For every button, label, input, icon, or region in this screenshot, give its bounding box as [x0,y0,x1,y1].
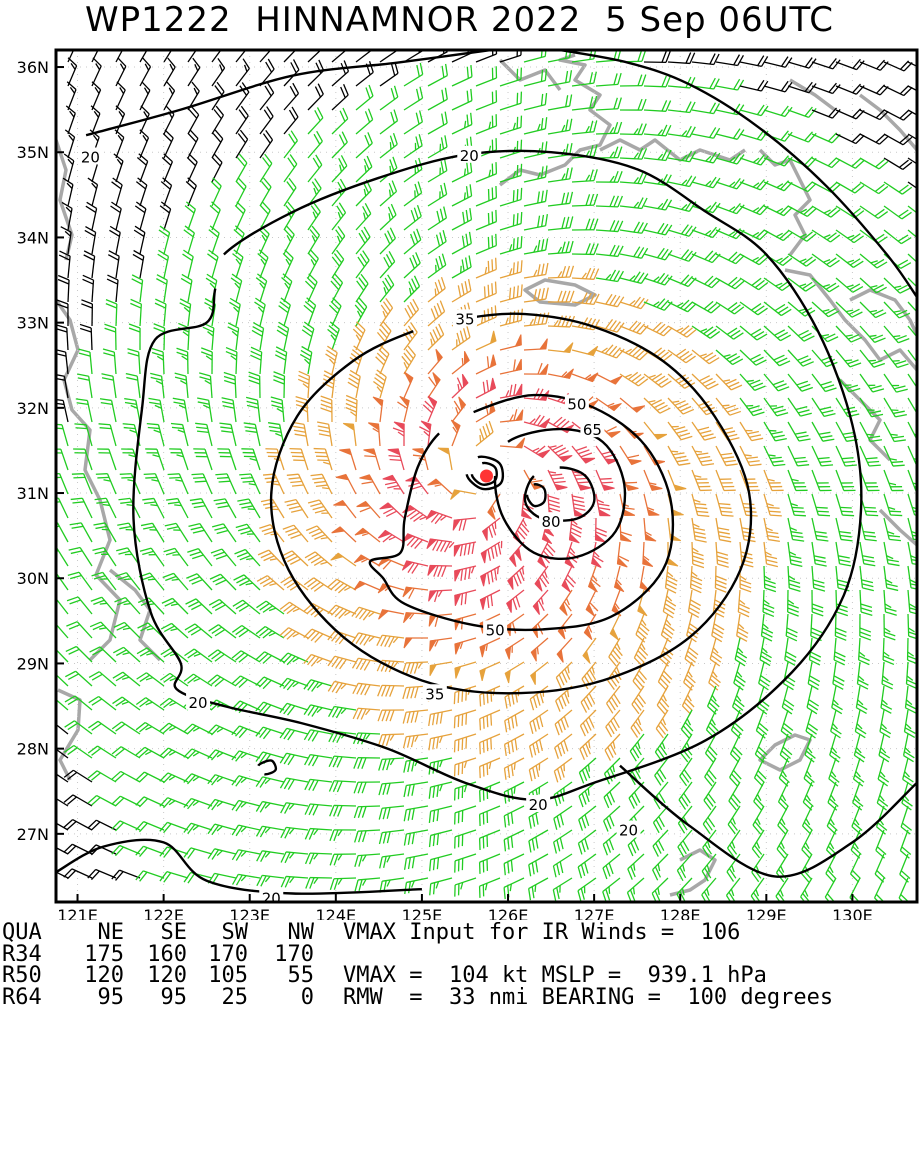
col-sw: SW [196,922,248,944]
y-tick-label: 33N [17,314,49,333]
contour-label-20: 20 [460,147,479,165]
r34-sw: 170 [196,944,248,966]
r50-nw: 55 [262,965,314,987]
contour-label-35: 35 [455,310,474,328]
r64-sw: 25 [196,987,248,1009]
contour-label-20: 20 [529,796,548,814]
x-tick-label: 128E [660,906,701,920]
x-tick-label: 130E [832,906,873,920]
r64-se: 95 [135,987,187,1009]
y-tick-label: 29N [17,654,49,673]
row-label: QUA [2,922,42,944]
y-tick-label: 27N [17,825,49,844]
info-row-r50: R50 120 120 105 55 VMAX = 104 kt MSLP = … [0,965,919,987]
y-tick-label: 28N [17,740,49,759]
row-label: R50 [2,965,42,987]
x-tick-label: 126E [488,906,529,920]
contour-label-20: 20 [81,149,100,167]
r64-ne: 95 [72,987,124,1009]
r34-nw: 170 [262,944,314,966]
y-tick-label: 31N [17,484,49,503]
r34-se: 160 [135,944,187,966]
x-tick-label: 122E [143,906,184,920]
r50-se: 120 [135,965,187,987]
vmax-input-text: VMAX Input for IR Winds = 106 [343,922,740,944]
r50-sw: 105 [196,965,248,987]
y-tick-label: 30N [17,569,49,588]
contour-label-20: 20 [619,822,638,840]
contour-label-50: 50 [486,621,505,639]
y-tick-label: 36N [17,58,49,77]
storm-center-marker [480,470,493,483]
r50-ne: 120 [72,965,124,987]
col-ne: NE [72,922,124,944]
contour-label-80: 80 [542,513,561,531]
info-row-r64: R64 95 95 25 0 RMW = 33 nmi BEARING = 10… [0,987,919,1009]
rmw-bearing-text: RMW = 33 nmi BEARING = 100 degrees [343,987,833,1009]
col-se: SE [135,922,187,944]
x-tick-label: 124E [315,906,356,920]
x-tick-label: 123E [229,906,270,920]
contour-label-50: 50 [567,396,586,414]
row-label: R64 [2,987,42,1009]
contour-label-20: 20 [189,694,208,712]
r64-nw: 0 [262,987,314,1009]
x-tick-label: 129E [746,906,787,920]
y-tick-label: 34N [17,228,49,247]
x-tick-label: 127E [574,906,615,920]
info-row-r34: R34 175 160 170 170 [0,944,919,966]
info-row-quadrants: QUA NE SE SW NW VMAX Input for IR Winds … [0,922,919,944]
y-tick-label: 32N [17,399,49,418]
row-label: R34 [2,944,42,966]
y-tick-label: 35N [17,143,49,162]
x-tick-label: 125E [402,906,443,920]
x-tick-label: 121E [57,906,98,920]
r34-ne: 175 [72,944,124,966]
vmax-mslp-text: VMAX = 104 kt MSLP = 939.1 hPa [343,965,767,987]
wind-radii-table: QUA NE SE SW NW VMAX Input for IR Winds … [0,922,919,1014]
contour-label-35: 35 [425,685,444,703]
col-nw: NW [262,922,314,944]
contour-label-65: 65 [583,421,602,439]
